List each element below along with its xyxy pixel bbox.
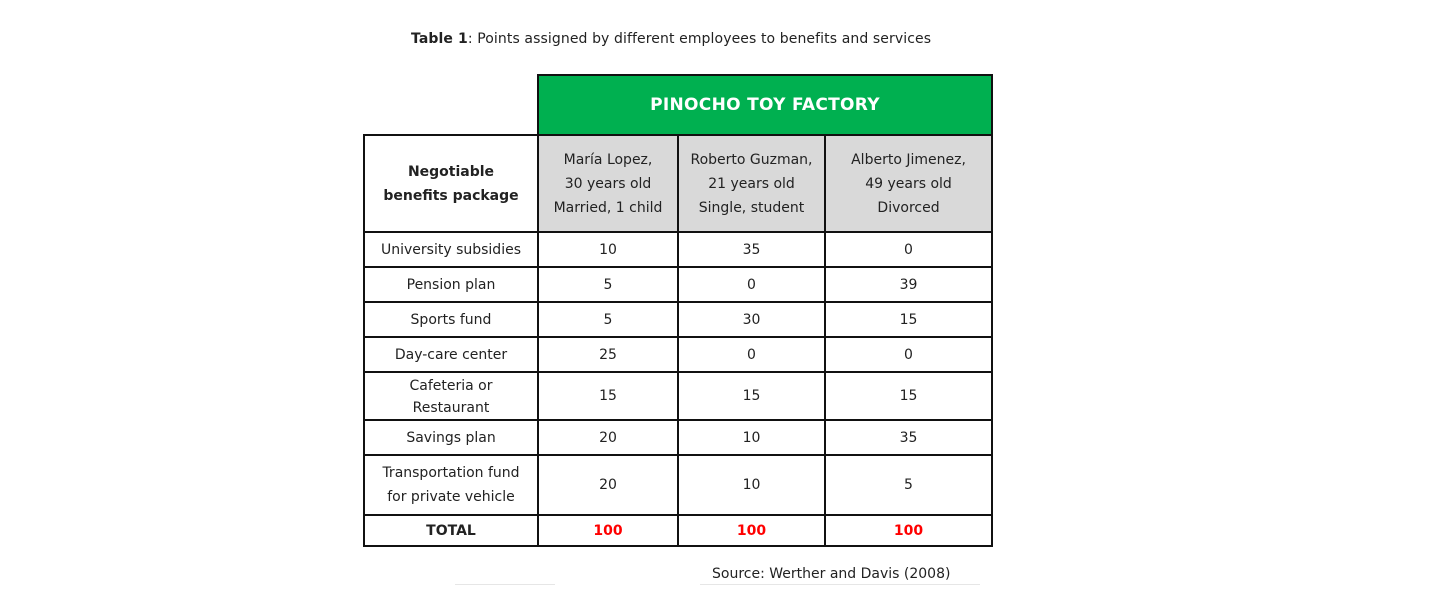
points-cell: 30 xyxy=(677,301,826,338)
benefits-table: PINOCHO TOY FACTORY Negotiable benefits … xyxy=(363,74,994,547)
points-cell: 15 xyxy=(823,371,994,421)
points-cell: 15 xyxy=(677,371,826,421)
table-row: Cafeteria or Restaurant 15 15 15 xyxy=(363,371,994,421)
factory-header-row: PINOCHO TOY FACTORY xyxy=(364,74,994,136)
employee-status: Married, 1 child xyxy=(553,199,663,216)
points-cell: 25 xyxy=(537,336,679,373)
faint-divider xyxy=(455,584,555,585)
total-row: TOTAL 100 100 100 xyxy=(363,514,994,547)
table-row: Day-care center 25 0 0 xyxy=(363,336,994,373)
table-row: Sports fund 5 30 15 xyxy=(363,301,994,338)
points-cell: 5 xyxy=(537,266,679,303)
points-cell: 10 xyxy=(537,231,679,268)
table-row: University subsidies 10 35 0 xyxy=(363,231,994,268)
points-cell: 39 xyxy=(823,266,994,303)
points-cell: 0 xyxy=(677,336,826,373)
benefit-label-text: Cafeteria or Restaurant xyxy=(409,378,493,416)
caption-text: : Points assigned by different employees… xyxy=(467,31,932,47)
employee-status: Divorced xyxy=(877,199,940,216)
employee-age: 49 years old xyxy=(865,175,952,192)
total-cell: 100 xyxy=(823,514,994,547)
points-cell: 20 xyxy=(537,419,679,456)
table-caption: Table 1: Points assigned by different em… xyxy=(411,31,931,47)
benefits-header-cell: Negotiable benefits package xyxy=(363,134,539,233)
benefit-label: Pension plan xyxy=(363,266,539,303)
faint-divider xyxy=(700,584,980,585)
source-note: Source: Werther and Davis (2008) xyxy=(712,566,951,582)
employee-status: Single, student xyxy=(698,199,805,216)
points-cell: 5 xyxy=(823,454,994,516)
points-cell: 0 xyxy=(823,336,994,373)
points-cell: 35 xyxy=(677,231,826,268)
table-row: Savings plan 20 10 35 xyxy=(363,419,994,456)
employee-name: Alberto Jimenez, xyxy=(851,151,966,168)
benefit-label-text: Transportation fund for private vehicle xyxy=(382,465,520,505)
points-cell: 0 xyxy=(823,231,994,268)
employee-header-row: Negotiable benefits package María Lopez,… xyxy=(363,134,994,233)
points-cell: 0 xyxy=(677,266,826,303)
benefit-label: Transportation fund for private vehicle xyxy=(363,454,539,516)
points-cell: 10 xyxy=(677,419,826,456)
benefit-label: University subsidies xyxy=(363,231,539,268)
employee-name: María Lopez, xyxy=(563,151,653,168)
table-row: Pension plan 5 0 39 xyxy=(363,266,994,303)
points-cell: 15 xyxy=(537,371,679,421)
benefit-label: Savings plan xyxy=(363,419,539,456)
employee-header-maria: María Lopez, 30 years old Married, 1 chi… xyxy=(537,134,679,233)
points-cell: 35 xyxy=(823,419,994,456)
benefit-label: Sports fund xyxy=(363,301,539,338)
benefit-label: Cafeteria or Restaurant xyxy=(363,371,539,421)
points-cell: 15 xyxy=(823,301,994,338)
total-cell: 100 xyxy=(537,514,679,547)
employee-header-roberto: Roberto Guzman, 21 years old Single, stu… xyxy=(677,134,826,233)
total-cell: 100 xyxy=(677,514,826,547)
factory-title: PINOCHO TOY FACTORY xyxy=(536,74,994,136)
points-cell: 5 xyxy=(537,301,679,338)
employee-header-alberto: Alberto Jimenez, 49 years old Divorced xyxy=(823,134,994,233)
benefit-label: Day-care center xyxy=(363,336,539,373)
employee-age: 21 years old xyxy=(708,175,795,192)
points-cell: 10 xyxy=(677,454,826,516)
points-cell: 20 xyxy=(537,454,679,516)
table-row: Transportation fund for private vehicle … xyxy=(363,454,994,516)
employee-name: Roberto Guzman, xyxy=(690,151,813,168)
caption-label: Table 1 xyxy=(411,31,468,47)
employee-age: 30 years old xyxy=(564,175,652,192)
total-label: TOTAL xyxy=(363,514,539,547)
benefits-header-label: Negotiable benefits package xyxy=(383,163,519,204)
blank-corner-cell xyxy=(364,75,539,136)
